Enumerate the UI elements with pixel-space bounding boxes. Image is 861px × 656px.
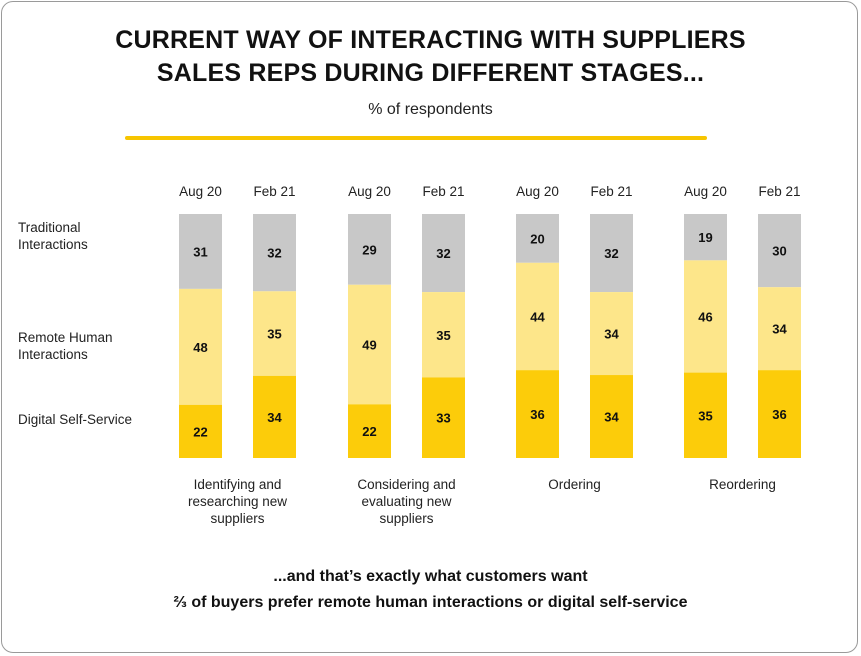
data-label: 32	[436, 246, 450, 261]
bar-segment	[179, 214, 222, 289]
data-label: 34	[772, 322, 787, 337]
data-label: 35	[436, 328, 450, 343]
bar-segment	[179, 404, 222, 458]
period-label: Aug 20	[179, 184, 222, 199]
legend-remote-human-interactions: Remote Human Interactions	[18, 330, 113, 362]
accent-divider	[125, 136, 707, 140]
legend-digital-self-service: Digital Self-Service	[18, 412, 133, 427]
bar-segment	[516, 214, 559, 263]
bar-segment	[758, 370, 801, 458]
bar-segment	[684, 214, 727, 261]
bar-segment	[253, 214, 296, 292]
data-label: 20	[530, 231, 544, 246]
category-label: Ordering	[548, 477, 601, 492]
bar-segment	[590, 214, 633, 293]
category-label: researching new	[188, 494, 287, 509]
data-label: 33	[436, 411, 450, 426]
data-label: 31	[193, 244, 207, 259]
bar-segment	[684, 260, 727, 373]
data-label: 32	[604, 246, 618, 261]
bar-segment	[758, 214, 801, 288]
data-label: 36	[772, 407, 786, 422]
data-label: 35	[267, 327, 281, 342]
data-label: 34	[604, 410, 619, 425]
bar-segment	[253, 375, 296, 458]
data-label: 35	[698, 408, 712, 423]
period-label: Feb 21	[253, 184, 295, 199]
data-label: 49	[362, 338, 376, 353]
data-label: 30	[772, 244, 786, 259]
category-label: suppliers	[210, 511, 264, 526]
bar-segment	[590, 375, 633, 458]
data-label: 34	[604, 327, 619, 342]
category-label: Identifying and	[194, 477, 282, 492]
legend-traditional-interactions: Traditional Interactions	[18, 220, 88, 252]
footer-statement: ⅔ of buyers prefer remote human interact…	[173, 594, 688, 611]
period-label: Feb 21	[758, 184, 800, 199]
data-label: 34	[267, 410, 282, 425]
period-label: Feb 21	[422, 184, 464, 199]
footer-headline: ...and that’s exactly what customers wan…	[273, 568, 588, 585]
bar-segment	[590, 292, 633, 376]
data-label: 19	[698, 230, 712, 245]
bar-segment	[684, 372, 727, 458]
period-label: Aug 20	[516, 184, 559, 199]
data-label: 22	[193, 424, 207, 439]
period-label: Feb 21	[590, 184, 632, 199]
category-label: Reordering	[709, 477, 776, 492]
bar-segment	[179, 288, 222, 405]
bar-segment	[422, 214, 465, 293]
data-label: 29	[362, 242, 376, 257]
chart-subtitle: % of respondents	[368, 101, 493, 118]
data-label: 48	[193, 340, 207, 355]
bar-segment	[422, 292, 465, 378]
bar-segment	[253, 291, 296, 376]
chart-title-line-1: CURRENT WAY OF INTERACTING WITH SUPPLIER…	[115, 26, 746, 54]
data-label: 46	[698, 309, 712, 324]
bar-segment	[348, 214, 391, 285]
category-label: suppliers	[379, 511, 433, 526]
period-label: Aug 20	[348, 184, 391, 199]
category-label: evaluating new	[361, 494, 451, 509]
bar-segment	[348, 404, 391, 458]
bar-segment	[758, 287, 801, 371]
bar-segment	[422, 377, 465, 458]
bar-segment	[516, 370, 559, 458]
data-label: 36	[530, 407, 544, 422]
bar-segment	[348, 284, 391, 405]
period-label: Aug 20	[684, 184, 727, 199]
chart-title-line-2: SALES REPS DURING DIFFERENT STAGES...	[156, 59, 705, 87]
data-label: 44	[530, 309, 545, 324]
bar-segment	[516, 262, 559, 371]
data-label: 22	[362, 424, 376, 439]
category-label: Considering and	[357, 477, 455, 492]
data-label: 32	[267, 246, 281, 261]
